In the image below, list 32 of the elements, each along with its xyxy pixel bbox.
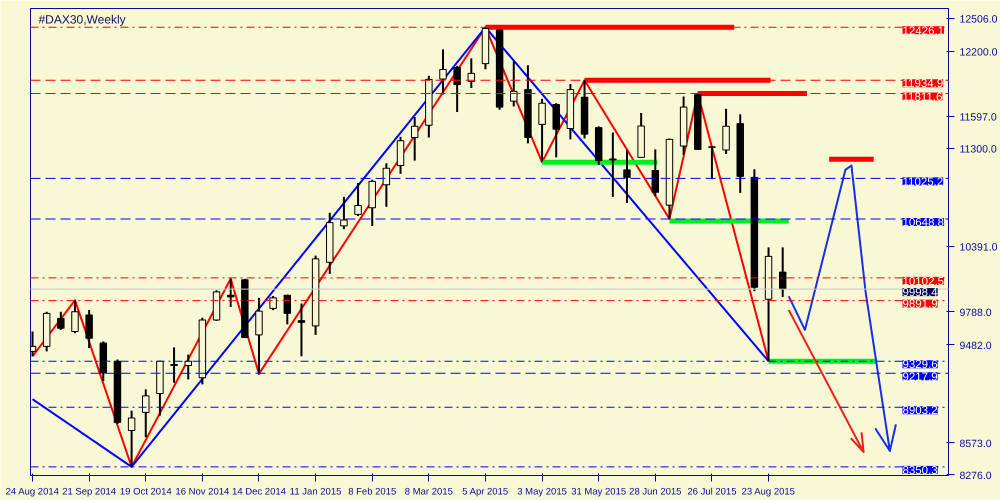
y-tick-label: 9482.0 <box>960 340 992 352</box>
x-tick-label: 8 Mar 2015 <box>404 486 453 498</box>
x-tick-label: 19 Oct 2014 <box>120 486 172 498</box>
x-tick-label: 16 Nov 2014 <box>175 486 230 498</box>
y-tick-label: 12506.0 <box>960 14 998 26</box>
x-tick-label: 28 Jun 2015 <box>629 486 682 498</box>
x-tick-label: 21 Sep 2014 <box>62 486 116 498</box>
chart-title: #DAX30,Weekly <box>38 12 126 26</box>
y-tick-label: 8573.0 <box>960 438 992 450</box>
ref-line-label: 12426.1 <box>902 25 944 38</box>
y-tick-label: 12200.0 <box>960 46 998 59</box>
y-tick-label: 9788.0 <box>960 306 992 319</box>
x-tick-label: 24 Aug 2014 <box>6 486 59 498</box>
ref-line-label: 10102.5 <box>902 276 944 288</box>
x-tick-label: 26 Jul 2015 <box>687 486 736 498</box>
ref-line-label: 11025.2 <box>902 176 944 188</box>
y-tick-label: 8276.0 <box>960 470 992 482</box>
x-tick-label: 14 Dec 2014 <box>232 486 286 498</box>
x-tick-label: 11 Jan 2015 <box>290 486 342 498</box>
x-tick-label: 8 Feb 2015 <box>348 486 396 498</box>
y-tick-label: 11300.0 <box>960 144 997 156</box>
ref-line-label: 11934.9 <box>902 78 944 90</box>
ref-line-label: 9217.9 <box>902 371 938 384</box>
ref-line-label: 8350.3 <box>902 464 938 477</box>
ref-line-label: 9329.6 <box>902 359 938 372</box>
x-tick-label: 3 May 2015 <box>517 486 567 498</box>
x-tick-label: 31 May 2015 <box>571 486 626 498</box>
y-tick-label: 11597.0 <box>960 112 997 124</box>
y-tick-label: 10391.0 <box>960 242 998 254</box>
x-tick-label: 23 Aug 2015 <box>742 486 795 498</box>
x-tick-label: 5 Apr 2015 <box>462 486 508 498</box>
ref-line-label: 8903.2 <box>902 405 938 418</box>
